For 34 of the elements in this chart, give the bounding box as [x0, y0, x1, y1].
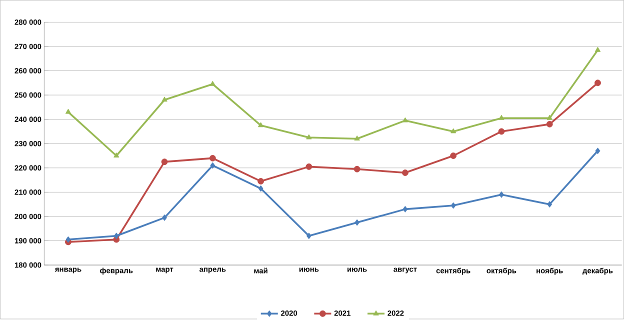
- point: [66, 236, 71, 243]
- point: [402, 206, 408, 213]
- point: [354, 136, 360, 141]
- point: [162, 96, 168, 102]
- point: [595, 148, 600, 154]
- point: [114, 232, 119, 240]
- point: [306, 232, 312, 240]
- point: [161, 158, 168, 166]
- point: [114, 152, 120, 158]
- point: [498, 128, 505, 135]
- point: [258, 178, 264, 185]
- point: [210, 162, 216, 169]
- point: [498, 191, 504, 198]
- point: [306, 134, 312, 140]
- point: [306, 164, 312, 170]
- point: [546, 121, 553, 128]
- point: [210, 80, 216, 86]
- point: [209, 155, 216, 162]
- point: [450, 128, 456, 134]
- point: [258, 122, 264, 128]
- point: [65, 108, 72, 114]
- point: [546, 114, 552, 120]
- point: [354, 219, 360, 226]
- point: [547, 201, 552, 208]
- point: [450, 202, 456, 209]
- point: [594, 46, 601, 52]
- point: [162, 214, 168, 222]
- point: [594, 80, 601, 86]
- point: [258, 185, 264, 192]
- point: [354, 166, 360, 172]
- point: [450, 152, 457, 160]
- point: [498, 114, 504, 120]
- point: [402, 170, 408, 176]
- point: [402, 117, 408, 122]
